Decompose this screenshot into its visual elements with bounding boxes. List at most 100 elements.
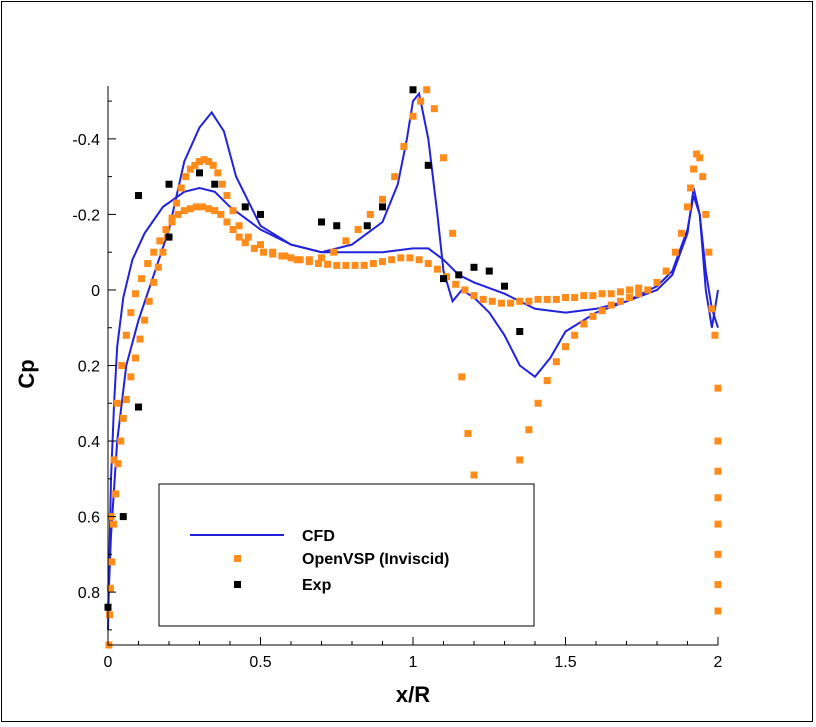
openvsp-point [696, 154, 704, 162]
openvsp-point [397, 254, 405, 262]
openvsp-point [108, 558, 116, 566]
openvsp-point [433, 265, 441, 273]
openvsp-point [131, 290, 139, 298]
legend-openvsp-label: OpenVSP (Inviscid) [302, 551, 449, 568]
openvsp-point [470, 471, 478, 479]
openvsp-point [180, 207, 188, 215]
openvsp-point [218, 180, 226, 188]
exp-point [409, 86, 417, 94]
openvsp-point [138, 275, 146, 283]
openvsp-point [626, 286, 634, 294]
openvsp-point [182, 173, 190, 181]
x-tick-label: 1 [409, 654, 418, 671]
openvsp-point [479, 295, 487, 303]
openvsp-point [534, 399, 542, 407]
openvsp-point [562, 343, 569, 351]
openvsp-point [354, 226, 362, 234]
exp-point [241, 203, 249, 211]
legend-box [158, 483, 535, 627]
openvsp-point [141, 316, 149, 324]
openvsp-point [552, 358, 560, 366]
openvsp-point [162, 226, 170, 234]
openvsp-point [110, 456, 118, 464]
openvsp-point [644, 286, 652, 294]
openvsp-point [543, 295, 551, 303]
y-tick-label: 0.4 [78, 434, 100, 451]
openvsp-point [714, 607, 722, 615]
openvsp-point [580, 292, 588, 300]
openvsp-point [131, 354, 139, 362]
openvsp-point [635, 284, 643, 292]
openvsp-point [229, 226, 237, 234]
openvsp-point [552, 295, 560, 303]
openvsp-point [296, 256, 304, 264]
exp-point [363, 222, 371, 230]
openvsp-point [244, 233, 252, 241]
openvsp-point [534, 295, 542, 303]
openvsp-point [118, 362, 126, 369]
y-tick-label: 0.8 [78, 585, 100, 602]
legend-cfd-label: CFD [302, 528, 335, 545]
openvsp-point [318, 254, 325, 262]
openvsp-point [342, 261, 350, 269]
openvsp-point [235, 222, 243, 230]
openvsp-point [250, 244, 258, 252]
openvsp-point [525, 426, 533, 434]
openvsp-point [145, 297, 153, 305]
openvsp-point [106, 611, 114, 619]
openvsp-point [127, 373, 135, 381]
openvsp-point [150, 248, 158, 256]
openvsp-point [192, 203, 200, 211]
y-tick-label: 0.2 [78, 359, 100, 376]
openvsp-point [117, 437, 125, 445]
openvsp-point [360, 261, 368, 269]
openvsp-point [199, 203, 207, 211]
cfd-line-1 [107, 91, 719, 612]
exp-point [135, 192, 142, 200]
exp-point [135, 403, 142, 411]
legend: CFD OpenVSP (Inviscid) Exp [158, 483, 535, 627]
openvsp-point [415, 256, 423, 264]
openvsp-point [449, 229, 457, 237]
openvsp-point [653, 278, 661, 286]
openvsp-point [122, 395, 130, 403]
openvsp-point [154, 263, 162, 271]
openvsp-point [369, 260, 377, 268]
openvsp-point [598, 307, 606, 315]
openvsp-point [497, 299, 505, 307]
openvsp-point [516, 456, 524, 464]
openvsp-point [217, 210, 225, 218]
openvsp-point [417, 97, 425, 105]
openvsp-point [714, 494, 722, 502]
openvsp-point [330, 248, 338, 256]
y-tick-label: -0.4 [72, 132, 100, 149]
openvsp-point [241, 239, 249, 247]
openvsp-point [106, 584, 114, 592]
openvsp-point [200, 156, 208, 164]
openvsp-point [684, 203, 691, 211]
exp-point [196, 169, 203, 177]
openvsp-point [314, 260, 322, 268]
x-tick-label: 0 [104, 654, 113, 671]
openvsp-point [677, 229, 685, 237]
y-tick-label: 0 [91, 283, 100, 300]
openvsp-point [461, 286, 469, 294]
x-tick-label: 1.5 [554, 654, 576, 671]
openvsp-point [278, 252, 286, 260]
exp-point [257, 210, 264, 218]
openvsp-point [571, 331, 579, 339]
openvsp-point [635, 290, 643, 298]
openvsp-point [379, 258, 386, 266]
openvsp-point [543, 377, 551, 385]
openvsp-point [626, 294, 634, 302]
exp-point [333, 222, 341, 230]
openvsp-point [699, 173, 707, 181]
legend-exp-swatch [234, 581, 241, 588]
openvsp-point [150, 278, 158, 286]
openvsp-point [400, 142, 408, 150]
openvsp-point [516, 297, 524, 305]
openvsp-point [287, 254, 295, 262]
openvsp-point [174, 210, 182, 218]
exp-point [516, 328, 524, 336]
